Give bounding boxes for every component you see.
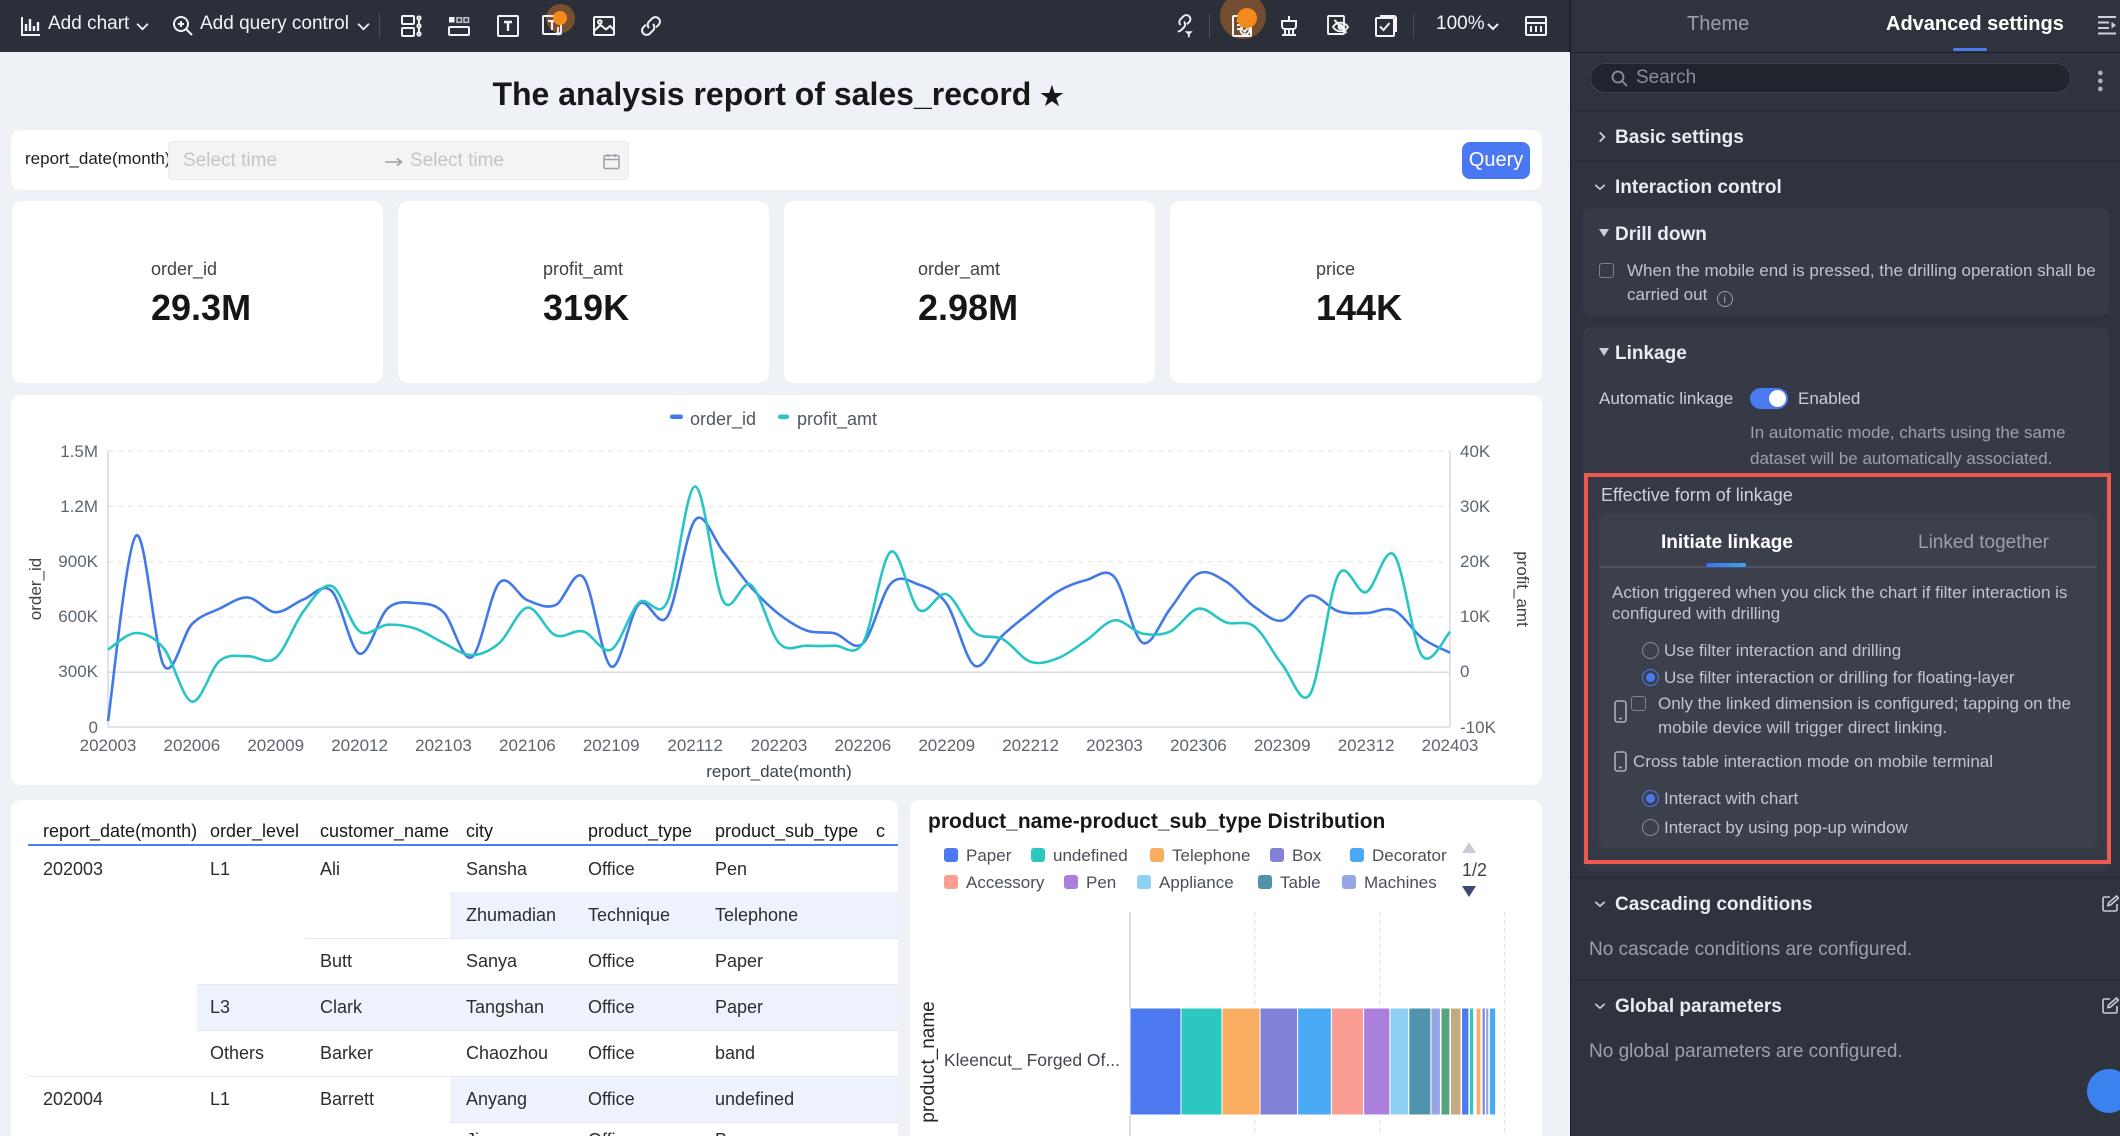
svg-text:202206: 202206 (835, 736, 892, 755)
svg-text:0: 0 (89, 718, 98, 737)
svg-text:1.2M: 1.2M (60, 497, 98, 516)
svg-text:Kleencut_ Forged Of...: Kleencut_ Forged Of... (944, 1050, 1120, 1071)
svg-text:1/2: 1/2 (1462, 860, 1487, 880)
svg-text:order_id: order_id (690, 409, 756, 430)
svg-text:Machines: Machines (1364, 873, 1437, 892)
svg-text:202106: 202106 (499, 736, 556, 755)
svg-text:202209: 202209 (918, 736, 975, 755)
svg-text:10K: 10K (1460, 607, 1491, 626)
svg-text:30K: 30K (1460, 497, 1491, 516)
svg-text:300K: 300K (58, 662, 98, 681)
svg-text:900K: 900K (58, 552, 98, 571)
svg-text:202109: 202109 (583, 736, 640, 755)
svg-text:report_date(month): report_date(month) (706, 762, 852, 781)
svg-text:Pen: Pen (1086, 873, 1116, 892)
svg-text:-10K: -10K (1460, 718, 1497, 737)
svg-text:product_name: product_name (918, 1001, 939, 1122)
svg-text:Box: Box (1292, 846, 1322, 865)
svg-text:undefined: undefined (1053, 846, 1128, 865)
svg-text:20K: 20K (1460, 552, 1491, 571)
svg-text:0: 0 (1460, 662, 1469, 681)
svg-text:202009: 202009 (247, 736, 304, 755)
svg-text:202212: 202212 (1002, 736, 1059, 755)
svg-text:202309: 202309 (1254, 736, 1311, 755)
svg-text:202112: 202112 (667, 736, 722, 755)
svg-text:40K: 40K (1460, 442, 1491, 461)
svg-text:profit_amt: profit_amt (797, 409, 877, 430)
svg-text:202203: 202203 (751, 736, 808, 755)
svg-text:202003: 202003 (80, 736, 137, 755)
svg-text:202403: 202403 (1422, 736, 1479, 755)
svg-text:1.5M: 1.5M (60, 442, 98, 461)
svg-text:Table: Table (1280, 873, 1321, 892)
svg-text:order_id: order_id (26, 558, 45, 620)
svg-text:202306: 202306 (1170, 736, 1227, 755)
svg-text:202012: 202012 (331, 736, 388, 755)
svg-text:Decorator: Decorator (1372, 846, 1447, 865)
svg-text:600K: 600K (58, 607, 98, 626)
svg-text:202312: 202312 (1338, 736, 1395, 755)
svg-text:202103: 202103 (415, 736, 472, 755)
svg-text:202303: 202303 (1086, 736, 1143, 755)
svg-text:Appliance: Appliance (1159, 873, 1234, 892)
svg-text:Accessory: Accessory (966, 873, 1045, 892)
svg-text:profit_amt: profit_amt (1513, 551, 1532, 627)
svg-text:202006: 202006 (164, 736, 221, 755)
svg-text:Telephone: Telephone (1172, 846, 1250, 865)
svg-text:Paper: Paper (966, 846, 1012, 865)
